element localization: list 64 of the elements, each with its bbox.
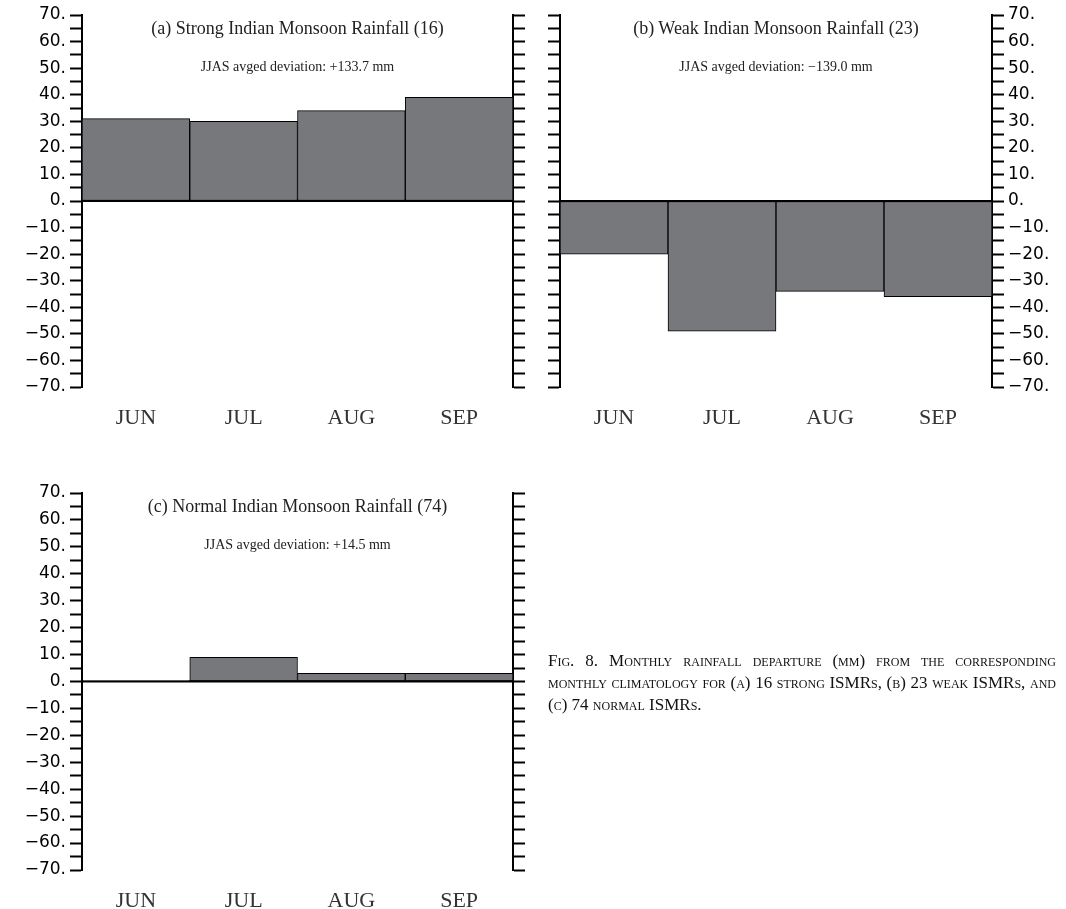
y2-tick-label: 70. (1008, 3, 1036, 24)
y-tick-label: −70. (24, 858, 66, 879)
annotation: JJAS avged deviation: +14.5 mm (204, 536, 391, 552)
y2-tick-label: 40. (1008, 83, 1036, 104)
y-tick-label: 10. (38, 642, 66, 663)
annotation: JJAS avged deviation: +133.7 mm (200, 58, 395, 74)
y2-tick-label: 30. (1008, 109, 1036, 130)
y2-tick-label: −10. (1008, 215, 1050, 236)
y2-tick-label: 0. (1008, 189, 1025, 210)
y-tick-label: 40. (38, 562, 66, 583)
y-tick-label: −60. (24, 831, 66, 852)
chart-title: (b) Weak Indian Monsoon Rainfall (23) (633, 17, 919, 39)
y-tick-label: −30. (24, 269, 66, 290)
y-tick-label: −10. (24, 215, 66, 236)
x-tick-label: AUG (327, 886, 376, 909)
y-tick-label: 20. (38, 616, 66, 637)
y2-tick-label: 10. (1008, 162, 1036, 183)
y-tick-label: −20. (24, 242, 66, 263)
y-tick-label: −60. (24, 348, 66, 369)
y-tick-label: −20. (24, 723, 66, 744)
y-tick-label: 40. (38, 83, 66, 104)
y-tick-label: 30. (38, 589, 66, 610)
y-tick-label: −50. (24, 322, 66, 343)
y-tick-label: 0. (49, 669, 66, 690)
y-tick-label: 60. (38, 508, 66, 529)
y-tick-label: 10. (38, 162, 66, 183)
y-tick-label: −30. (24, 750, 66, 771)
y-tick-label: −50. (24, 804, 66, 825)
y2-tick-label: −70. (1008, 375, 1050, 396)
x-tick-label: JUN (593, 403, 635, 429)
y-tick-label: −70. (24, 375, 66, 396)
x-tick-label: AUG (327, 403, 376, 429)
y-tick-label: −40. (24, 295, 66, 316)
y-tick-label: 30. (38, 109, 66, 130)
chart-title: (a) Strong Indian Monsoon Rainfall (16) (151, 17, 444, 39)
y2-tick-label: −60. (1008, 348, 1050, 369)
y2-tick-label: −20. (1008, 242, 1050, 263)
y-tick-label: 70. (38, 3, 66, 24)
y-tick-label: 70. (38, 481, 66, 502)
x-tick-label: JUL (703, 403, 741, 429)
y-tick-label: 20. (38, 136, 66, 157)
caption: Fig. 8. Monthly rainfall departure (mm) from the corresponding monthly climatology for (a) 16 strong ISMRs, (b) 23 weak ISMRs, and (c) 74 normal ISMRs. (548, 650, 1056, 716)
y2-tick-label: 50. (1008, 56, 1036, 77)
y2-tick-label: 20. (1008, 136, 1036, 157)
x-tick-label: JUL (224, 886, 263, 909)
x-tick-label: SEP (440, 886, 479, 909)
chart-title: (c) Normal Indian Monsoon Rainfall (74) (147, 495, 448, 517)
y-tick-label: 50. (38, 56, 66, 77)
x-tick-label: JUN (115, 403, 157, 429)
y-tick-label: −10. (24, 696, 66, 717)
x-tick-label: SEP (440, 403, 479, 429)
x-tick-label: JUN (115, 886, 157, 909)
y-tick-label: 50. (38, 535, 66, 556)
x-tick-label: JUL (224, 403, 263, 429)
y2-tick-label: −40. (1008, 295, 1050, 316)
x-tick-label: AUG (806, 403, 854, 429)
y-tick-label: −40. (24, 777, 66, 798)
y2-tick-label: 60. (1008, 29, 1036, 50)
x-tick-label: SEP (919, 403, 957, 429)
annotation: JJAS avged deviation: −139.0 mm (679, 58, 873, 74)
y-tick-label: 0. (49, 189, 66, 210)
y2-tick-label: −50. (1008, 322, 1050, 343)
y-tick-label: 60. (38, 29, 66, 50)
y2-tick-label: −30. (1008, 269, 1050, 290)
